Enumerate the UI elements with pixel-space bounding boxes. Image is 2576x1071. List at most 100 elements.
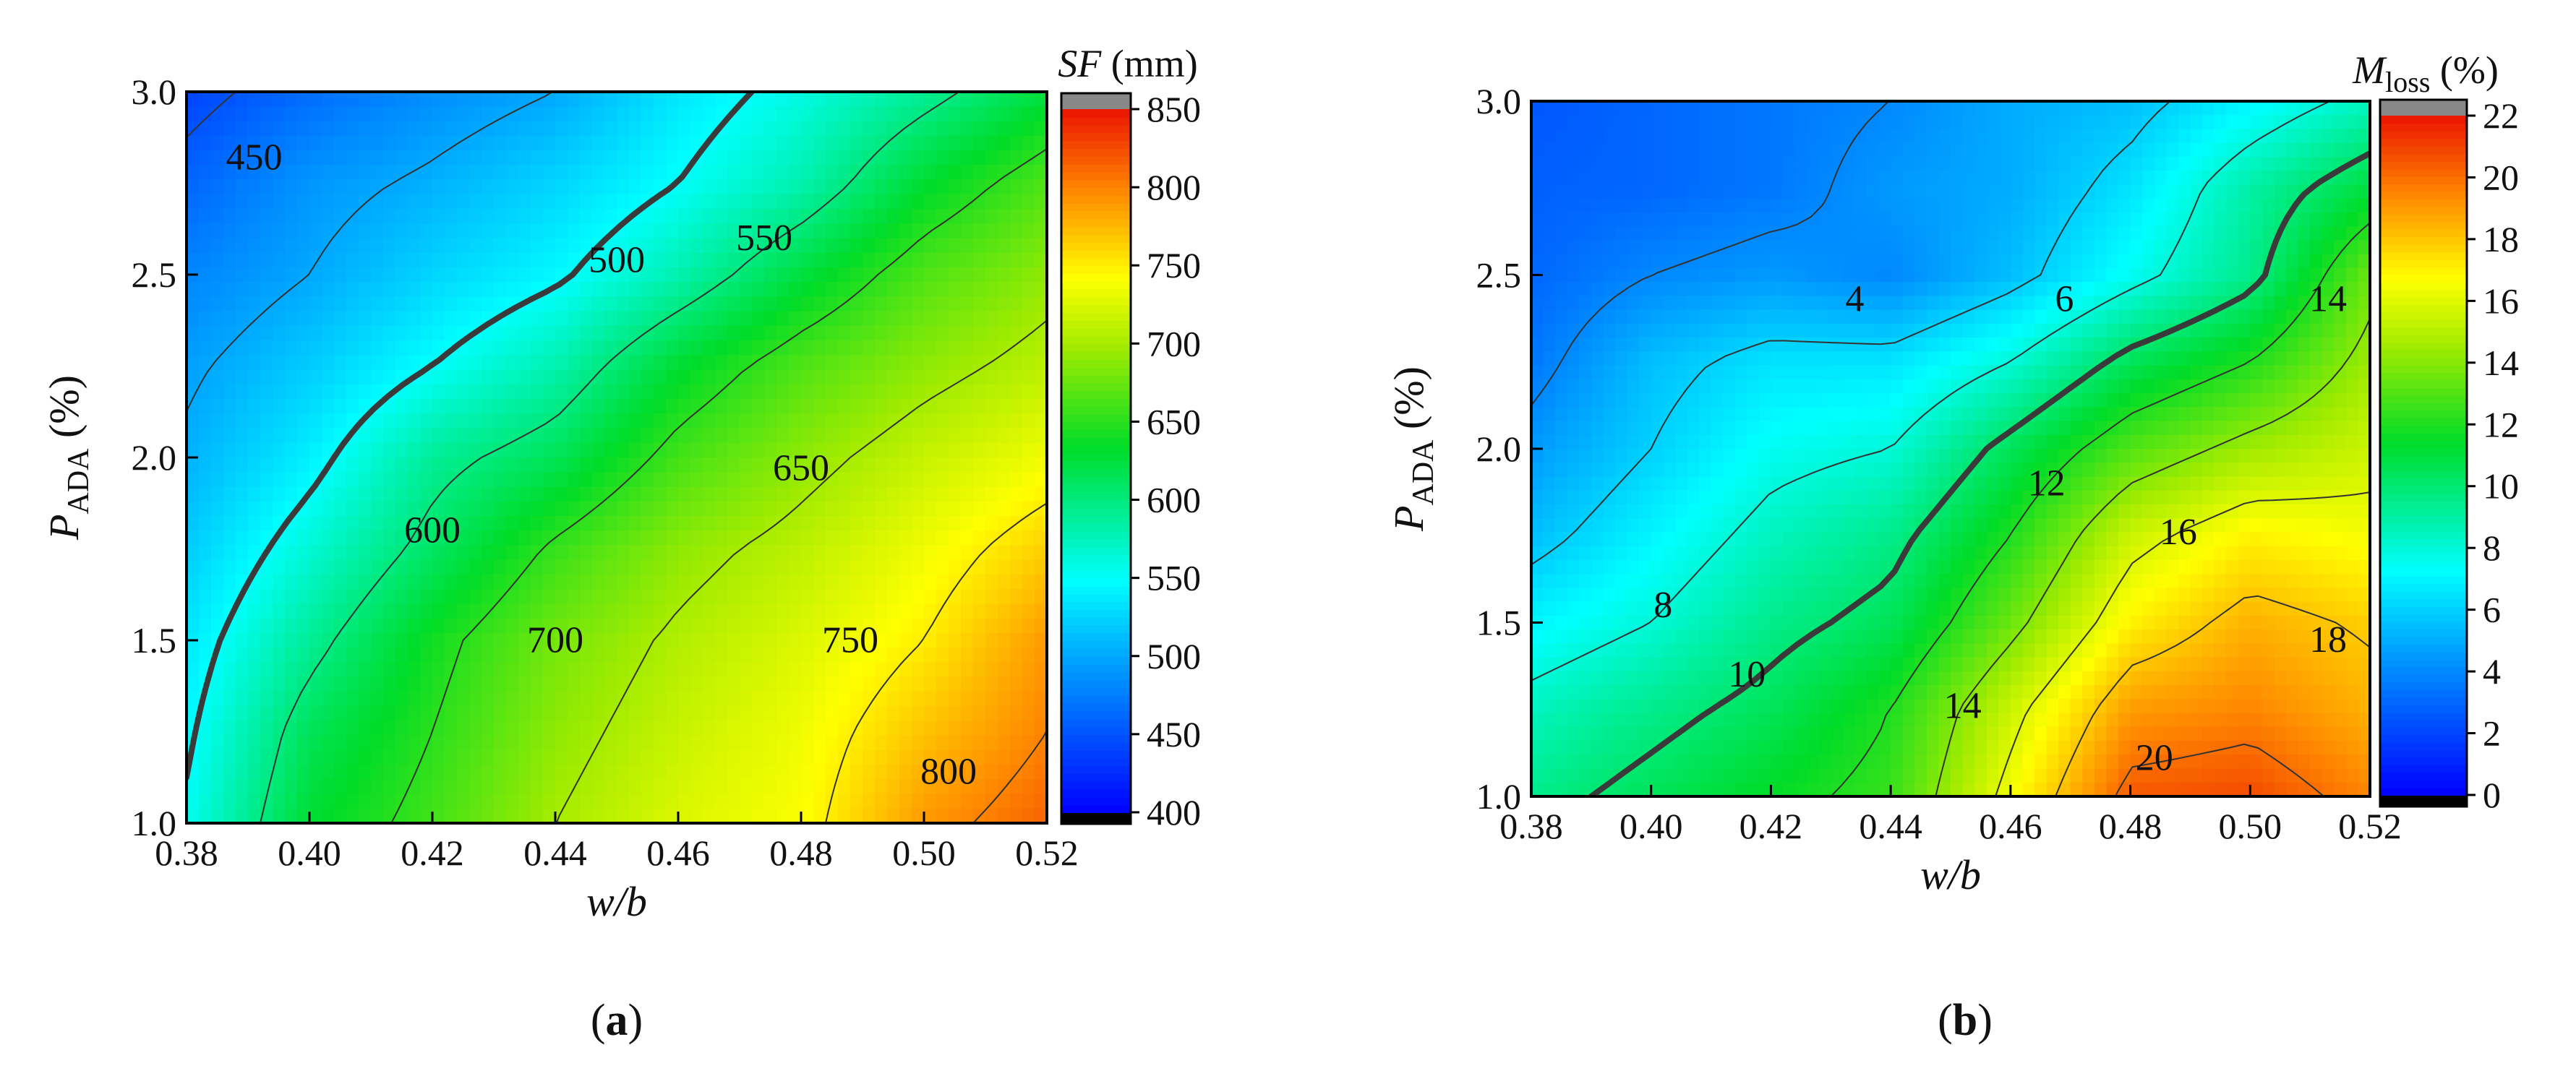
contour-label: 550: [736, 218, 792, 259]
heatmap-cell: [1615, 129, 1628, 144]
heatmap-cell: [912, 340, 925, 356]
heatmap-cell: [654, 486, 667, 502]
heatmap-cell: [2058, 267, 2071, 283]
heatmap-cell: [1674, 282, 1688, 297]
heatmap-cell: [2142, 171, 2155, 186]
heatmap-cell: [2094, 323, 2108, 338]
heatmap-cell: [395, 267, 408, 283]
heatmap-cell: [506, 223, 519, 239]
heatmap-cell: [826, 735, 839, 751]
heatmap-cell: [273, 165, 286, 181]
heatmap-cell: [2334, 240, 2347, 255]
heatmap-cell: [1010, 706, 1023, 722]
heatmap-cell: [715, 194, 728, 210]
heatmap-cell: [2130, 198, 2144, 213]
heatmap-cell: [1771, 240, 1784, 255]
heatmap-cell: [998, 384, 1011, 400]
heatmap-cell: [1591, 198, 1604, 213]
heatmap-cell: [531, 706, 544, 722]
heatmap-cell: [297, 691, 310, 707]
heatmap-cell: [617, 808, 630, 823]
heatmap-cell: [912, 106, 925, 122]
heatmap-cell: [764, 618, 777, 634]
heatmap-cell: [1794, 323, 1808, 338]
heatmap-cell: [469, 706, 482, 722]
heatmap-cell: [248, 282, 261, 298]
colorbar-band: [1061, 140, 1131, 149]
heatmap-cell: [1854, 184, 1867, 199]
heatmap-cell: [666, 501, 679, 517]
heatmap-cell: [273, 589, 286, 605]
heatmap-cell: [1962, 142, 1976, 158]
heatmap-cell: [899, 559, 912, 575]
heatmap-cell: [2334, 337, 2347, 353]
heatmap-cell: [666, 486, 679, 502]
heatmap-cell: [482, 121, 495, 137]
heatmap-cell: [2094, 226, 2108, 241]
heatmap-cell: [740, 662, 753, 678]
heatmap-cell: [2082, 267, 2095, 283]
heatmap-cell: [727, 808, 740, 823]
heatmap-cell: [1747, 323, 1760, 338]
heatmap-cell: [1615, 337, 1628, 353]
heatmap-cell: [2070, 101, 2084, 116]
heatmap-cell: [2154, 157, 2168, 172]
heatmap-cell: [2190, 212, 2203, 228]
heatmap-cell: [395, 721, 408, 736]
heatmap-cell: [2322, 129, 2335, 144]
heatmap-cell: [1603, 115, 1616, 130]
heatmap-cell: [371, 648, 384, 663]
heatmap-cell: [2250, 337, 2263, 353]
heatmap-cell: [420, 530, 433, 546]
heatmap-cell: [826, 223, 839, 239]
heatmap-cell: [2250, 171, 2263, 186]
colorbar-band: [1061, 249, 1131, 259]
heatmap-cell: [764, 545, 777, 561]
heatmap-cell: [985, 442, 998, 458]
heatmap-cell: [1998, 171, 2011, 186]
heatmap-cell: [346, 238, 359, 254]
heatmap-cell: [359, 676, 372, 692]
heatmap-cell: [961, 194, 974, 210]
heatmap-cell: [1986, 240, 2000, 255]
heatmap-cell: [1022, 691, 1035, 707]
heatmap-cell: [863, 92, 876, 108]
heatmap-cell: [985, 135, 998, 151]
colorbar-band: [1061, 241, 1131, 251]
heatmap-cell: [568, 121, 581, 137]
heatmap-cell: [383, 311, 396, 327]
heatmap-cell: [432, 603, 445, 619]
heatmap-cell: [273, 735, 286, 751]
heatmap-cell: [2070, 351, 2084, 366]
heatmap-cell: [322, 530, 335, 546]
heatmap-cell: [395, 589, 408, 605]
heatmap-cell: [641, 282, 654, 298]
heatmap-cell: [727, 442, 740, 458]
heatmap-cell: [2130, 351, 2144, 366]
colorbar-band: [1061, 109, 1131, 118]
heatmap-cell: [211, 765, 224, 780]
heatmap-cell: [420, 545, 433, 561]
heatmap-cell: [445, 311, 458, 327]
colorbar-band: [1061, 280, 1131, 290]
heatmap-cell: [998, 223, 1011, 239]
heatmap-cell: [2238, 198, 2251, 213]
heatmap-cell: [1603, 282, 1616, 297]
heatmap-cell: [629, 501, 642, 517]
heatmap-cell: [1022, 808, 1035, 823]
heatmap-cell: [309, 413, 322, 429]
heatmap-cell: [334, 779, 347, 795]
heatmap-cell: [371, 355, 384, 371]
heatmap-cell: [322, 574, 335, 590]
heatmap-cell: [531, 413, 544, 429]
heatmap-cell: [2190, 115, 2203, 130]
heatmap-cell: [457, 793, 470, 809]
heatmap-cell: [2046, 309, 2060, 324]
heatmap-cell: [2154, 198, 2168, 213]
heatmap-cell: [1951, 323, 1964, 338]
heatmap-cell: [813, 194, 826, 210]
heatmap-cell: [580, 808, 593, 823]
heatmap-cell: [666, 765, 679, 780]
heatmap-cell: [961, 92, 974, 108]
heatmap-cell: [838, 545, 851, 561]
